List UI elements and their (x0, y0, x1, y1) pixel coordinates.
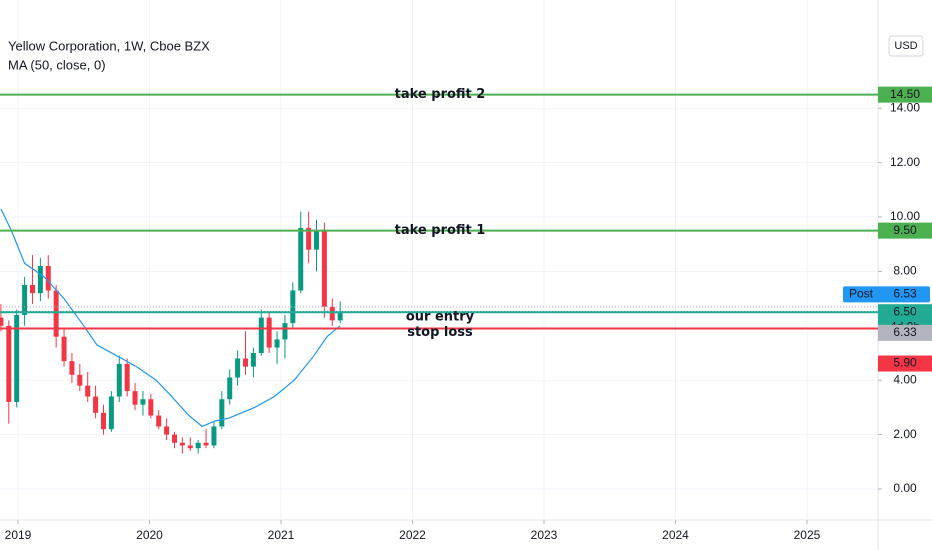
candle-body (14, 314, 20, 402)
candle-body (69, 361, 75, 375)
y-tick-label: 12.00 (890, 155, 920, 169)
y-tick-label: 14.00 (890, 100, 920, 114)
post-tag (843, 286, 930, 303)
ma-line (0, 208, 341, 428)
candle-body (203, 442, 209, 446)
candle-body (0, 317, 4, 326)
candle-body (148, 399, 154, 416)
candle-body (298, 227, 304, 291)
candle-body (195, 442, 201, 449)
candle-body (211, 426, 217, 446)
candle-body (77, 374, 83, 386)
candle-body (227, 377, 233, 400)
candle-body (85, 385, 91, 397)
level-label: stop loss (407, 325, 473, 340)
candle-body (219, 399, 225, 427)
candle-body (156, 415, 162, 427)
x-tick-label: 2019 (5, 528, 32, 542)
level-tag-label: 9.50 (893, 223, 917, 237)
y-tick-label: 10.00 (890, 209, 920, 223)
candle-body (258, 317, 264, 354)
level-label: our entry (406, 310, 475, 325)
candle-body (235, 358, 241, 378)
candle-body (266, 317, 272, 348)
candle-body (187, 445, 193, 449)
x-tick-label: 2020 (136, 528, 163, 542)
candle-body (274, 339, 280, 348)
candle-body (108, 396, 114, 430)
x-tick-label: 2023 (531, 528, 558, 542)
candle-body (329, 306, 335, 321)
candle-body (29, 285, 35, 294)
candle-body (6, 325, 12, 402)
entry-tag-label: 6.50 (893, 304, 917, 318)
candle-body (45, 265, 51, 291)
grid: 0.00 2.00 4.00 8.00 10.00 12.00 14.00 2019 2020 2… (0, 0, 920, 542)
prev-tag (878, 324, 932, 341)
prev-tag-label: 6.33 (893, 325, 917, 339)
level-label: take profit 1 (395, 223, 486, 238)
x-tick-label: 2021 (268, 528, 295, 542)
candle-body (22, 285, 28, 315)
candle-body (321, 230, 327, 307)
y-tick-label: 0.00 (893, 481, 917, 495)
y-tick-label: 2.00 (893, 427, 917, 441)
y-tick-label: 4.00 (893, 372, 917, 386)
currency-label[interactable]: USD (894, 40, 917, 52)
candle-body (314, 230, 320, 250)
x-tick-label: 2022 (399, 528, 426, 542)
candle-body (250, 353, 256, 367)
candle-body (140, 399, 146, 405)
candle-body (124, 363, 130, 392)
indicator-legend: MA (50, close, 0) (8, 57, 106, 72)
candle-body (337, 311, 343, 321)
x-tick-label: 2025 (794, 528, 821, 542)
candle-body (282, 323, 288, 340)
candle-body (37, 265, 43, 294)
candle-body (164, 426, 170, 435)
post-tag-value: 6.53 (893, 287, 917, 301)
candle-body (61, 336, 67, 362)
level-tag (878, 86, 932, 103)
level-tag-label: 14.50 (890, 87, 920, 101)
candle-body (93, 396, 99, 413)
candle-body (243, 358, 249, 367)
stop-tag-label: 5.90 (893, 356, 917, 370)
candle-body (171, 434, 177, 443)
stop-tag (878, 355, 932, 372)
candle-body (132, 391, 138, 405)
currency-button[interactable] (888, 35, 924, 57)
level-tag (878, 222, 932, 239)
post-tag-name: Post (849, 287, 874, 301)
x-tick-label: 2024 (662, 528, 689, 542)
y-tick-label: 8.00 (893, 264, 917, 278)
candle-body (100, 412, 106, 430)
candle-body (290, 290, 296, 324)
chart-title: Yellow Corporation, 1W, Cboe BZX (8, 38, 210, 53)
plot (0, 208, 343, 454)
level-label: take profit 2 (395, 87, 486, 102)
candle-body (306, 227, 312, 250)
candle-body (53, 290, 59, 337)
overlay: take profit 2 take profit 1 our entrystop … (0, 86, 932, 372)
candle-body (116, 363, 122, 397)
candle-body (179, 442, 185, 446)
